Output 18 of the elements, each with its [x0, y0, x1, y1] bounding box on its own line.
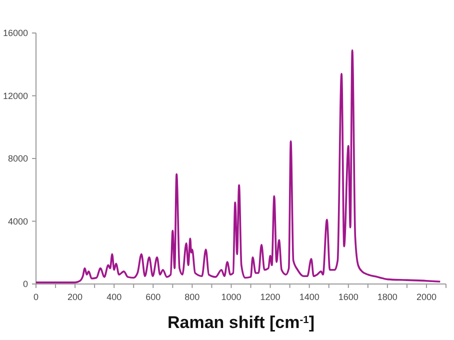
y-tick-label: 16000	[2, 28, 28, 38]
x-tick-label: 0	[33, 292, 39, 302]
line-series	[35, 49, 442, 284]
y-tick-label: 4000	[8, 216, 28, 226]
x-tick-label: 1400	[299, 292, 320, 302]
x-tick-label: 600	[146, 292, 161, 302]
x-tick-label: 800	[184, 292, 200, 302]
x-tick-label: 400	[106, 292, 122, 302]
y-tick-label: 0	[22, 279, 28, 290]
y-tick-label: 8000	[8, 154, 28, 164]
x-tick-label: 2000	[416, 292, 436, 302]
x-axis-title: Raman shift [cm$^{-1}$]	[168, 313, 314, 332]
x-tick-label: 1800	[377, 292, 398, 302]
x-tick-label: 1200	[260, 292, 280, 302]
x-tick-label: 1600	[338, 292, 358, 302]
x-tick-label: 200	[68, 292, 83, 302]
x-tick-label: 1000	[221, 292, 242, 302]
y-tick-label: 12000	[2, 90, 28, 101]
